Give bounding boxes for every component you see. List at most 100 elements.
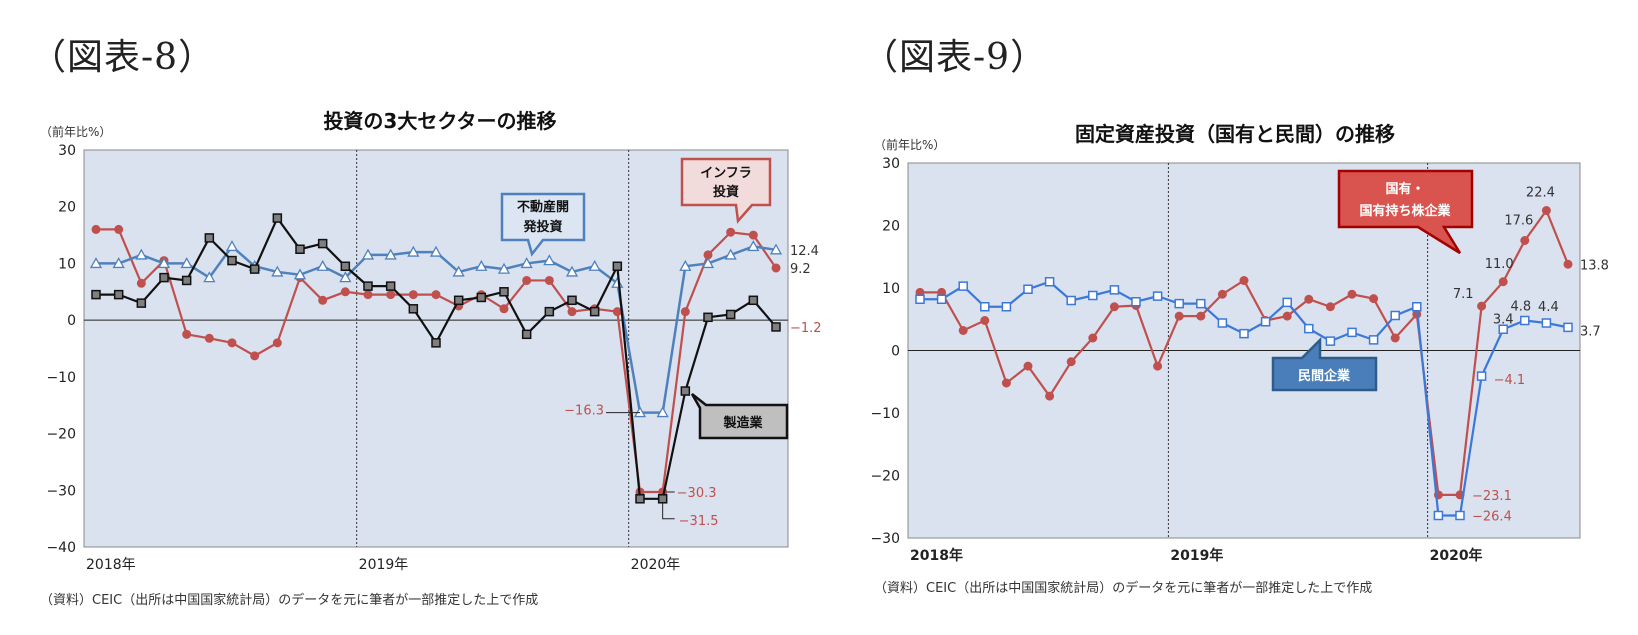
- chart2-point-s2: [1152, 291, 1163, 301]
- chart1-point-s1: [272, 338, 282, 348]
- chart1-point-s1: [204, 333, 214, 343]
- chart1-point-s3: [453, 295, 464, 306]
- chart1-point-s1: [748, 230, 758, 240]
- chart1-point-s3: [476, 292, 487, 303]
- chart2-point-s2: [1325, 336, 1336, 346]
- chart2-label-soe-m6: 22.4: [1526, 186, 1555, 201]
- chart1-point-s2: [520, 257, 533, 269]
- chart2-label-priv-m4: 3.4: [1493, 312, 1514, 327]
- chart2-label-soe-m4: 11.0: [1485, 257, 1514, 272]
- chart2-point-s1: [1174, 311, 1184, 321]
- chart2-point-s1: [980, 316, 990, 325]
- chart2-point-s2: [1196, 298, 1206, 309]
- chart1-label-infra-end: 9.2: [790, 262, 811, 277]
- chart2-point-s2: [980, 302, 990, 312]
- chart2-label-priv-end: 3.7: [1580, 324, 1601, 339]
- chart2-ytick-label: −20: [870, 469, 900, 485]
- chart2-point-s2: [1109, 285, 1120, 295]
- chart1-point-s1: [340, 287, 350, 297]
- chart1-point-s3: [635, 494, 645, 504]
- chart2-point-s1: [1347, 289, 1357, 299]
- chart1-point-s1: [680, 307, 690, 317]
- chart1-point-s2: [316, 259, 329, 271]
- chart1-point-s2: [475, 259, 488, 271]
- chart1-point-s3: [181, 275, 192, 286]
- chart1-point-s1: [408, 290, 418, 300]
- chart1-ytick-label: −10: [46, 370, 76, 386]
- chart1-ytick-label: 10: [58, 256, 76, 272]
- chart2-ytick-label: −30: [870, 531, 900, 547]
- chart2-point-s2: [1260, 317, 1271, 327]
- chart1-point-s1: [544, 275, 554, 285]
- chart2-point-s2: [1498, 324, 1508, 334]
- chart1-point-s2: [497, 262, 511, 274]
- chart1-point-s3: [567, 295, 577, 306]
- chart1-leader-mfg-low: [662, 502, 675, 520]
- chart2-label-priv-low: −26.4: [1472, 510, 1512, 525]
- chart1-point-s3: [408, 304, 419, 314]
- chart1-point-s3: [771, 322, 781, 332]
- chart1-point-s3: [363, 281, 373, 291]
- chart2-ytick-label: 30: [882, 156, 900, 172]
- chart-fig8: 投資の3大セクターの推移 （前年比%） 3020100−10−20−30−40 …: [40, 109, 822, 608]
- chart2-point-s2: [1368, 335, 1379, 345]
- chart1-point-s2: [89, 257, 103, 269]
- chart1-point-s3: [748, 295, 759, 306]
- chart1-title: 投資の3大セクターの推移: [323, 109, 556, 133]
- chart1-point-s1: [771, 263, 781, 273]
- chart1-point-s2: [588, 259, 601, 271]
- chart2-point-s1: [1520, 236, 1530, 245]
- chart2-label-priv-m6: 4.4: [1538, 300, 1559, 315]
- chart1-point-s3: [204, 233, 215, 243]
- chart1-callout-infra: インフラ 投資: [680, 157, 772, 224]
- callout-infra-line2: 投資: [713, 184, 739, 200]
- chart2-point-s2: [1520, 315, 1530, 326]
- chart1-point-s2: [361, 248, 375, 260]
- chart1-point-s1: [114, 224, 124, 234]
- chart1-point-s1: [318, 295, 328, 305]
- chart1-xtick-label: 2020年: [631, 557, 681, 573]
- chart2-point-s2: [958, 281, 968, 291]
- chart1-point-s3: [725, 309, 736, 320]
- chart1-point-s1: [363, 290, 373, 300]
- chart1-point-s3: [317, 238, 328, 249]
- chart2-point-s2: [1412, 302, 1422, 312]
- chart2-unit-label: （前年比%）: [874, 137, 945, 152]
- chart1-point-s1: [567, 307, 577, 317]
- chart1-point-s2: [452, 265, 465, 277]
- chart1-point-s1: [91, 224, 101, 234]
- chart2-point-s2: [1131, 297, 1141, 307]
- chart1-point-s2: [180, 257, 193, 269]
- chart2-point-s2: [936, 294, 947, 304]
- chart1-point-s2: [135, 248, 148, 260]
- chart1-ytick-label: 0: [67, 313, 76, 329]
- chart2-point-s1: [1325, 302, 1335, 312]
- chart2-point-s2: [1304, 323, 1314, 334]
- chart1-point-s3: [227, 255, 237, 266]
- chart2-ytick-label: −10: [870, 406, 900, 422]
- callout-realestate-line2: 発投資: [522, 219, 562, 235]
- chart1-point-s2: [429, 245, 443, 257]
- chart1-ytick-label: 30: [58, 143, 76, 159]
- chart2-ytick-label: 10: [882, 281, 900, 297]
- chart1-point-s3: [340, 261, 351, 272]
- chart2-title: 固定資産投資（国有と民間）の推移: [1075, 122, 1395, 146]
- chart2-point-s2: [1282, 297, 1292, 308]
- callout-soe-line2: 国有持ち株企業: [1359, 203, 1451, 219]
- chart2-point-s1: [1066, 357, 1076, 367]
- chart1-point-s2: [225, 240, 239, 252]
- chart1-point-s3: [703, 312, 713, 323]
- chart1-point-s2: [407, 245, 420, 257]
- chart2-xtick-label: 2019年: [1170, 547, 1223, 564]
- chart1-point-s2: [271, 265, 284, 277]
- chart1-point-s3: [431, 338, 441, 348]
- chart1-label-realestate-low: −16.3: [564, 404, 604, 419]
- chart2-point-s2: [1455, 510, 1465, 521]
- chart2-point-s1: [1196, 311, 1206, 321]
- callout-infra-line1: インフラ: [700, 166, 752, 181]
- chart1-xtick-label: 2019年: [359, 557, 409, 573]
- chart-fig9: 固定資産投資（国有と民間）の推移 （前年比%） 30 20 10 0 −10 −20 −30…: [870, 122, 1609, 596]
- chart2-xtick-label: 2020年: [1430, 547, 1483, 564]
- chart2-label-soe-low: −23.1: [1472, 489, 1512, 504]
- chart1-point-s1: [522, 275, 532, 285]
